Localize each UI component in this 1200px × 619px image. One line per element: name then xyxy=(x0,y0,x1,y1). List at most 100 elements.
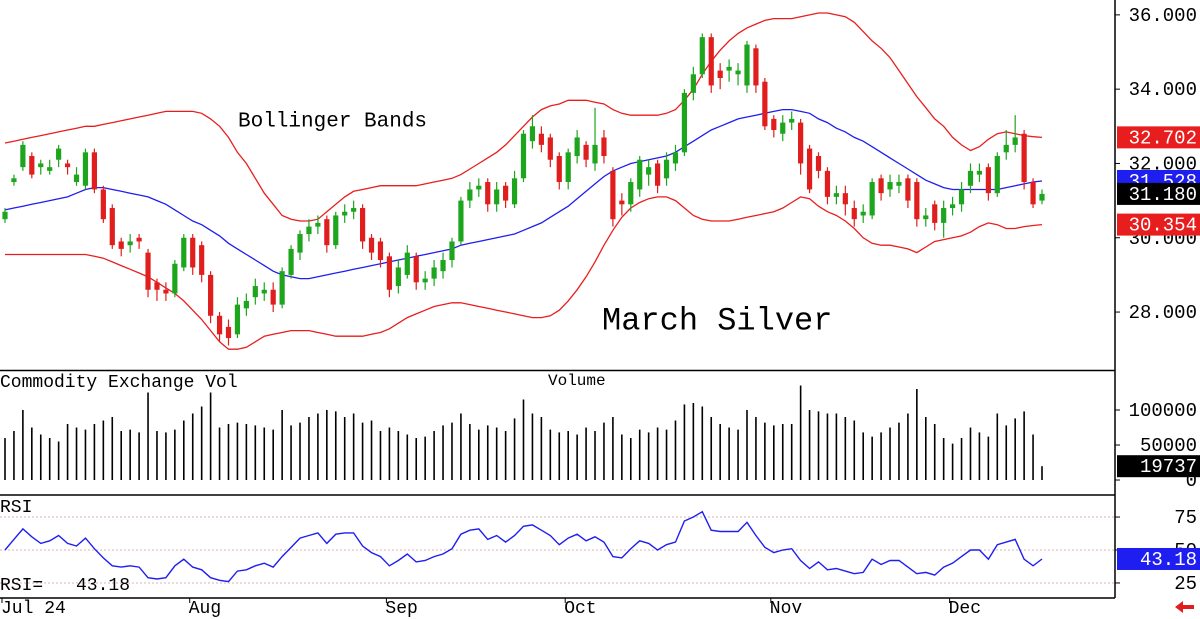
candle-body xyxy=(619,200,625,205)
candle-body xyxy=(359,208,366,242)
candle-body xyxy=(73,174,80,183)
lower-band-label-box xyxy=(1117,213,1200,236)
candle-body xyxy=(1021,133,1027,183)
candle-body xyxy=(29,156,35,175)
candle-body xyxy=(163,289,169,294)
candle-body xyxy=(672,152,679,164)
candle-body xyxy=(270,289,276,305)
lower-band-label: 30.354 xyxy=(1129,215,1197,237)
panel-title: RSI xyxy=(0,498,32,518)
candle-body xyxy=(100,189,106,220)
candle-body xyxy=(610,170,616,220)
upper-band-label-box xyxy=(1117,126,1200,149)
candle-body xyxy=(529,126,536,142)
candle-body xyxy=(878,178,884,194)
candle-body xyxy=(351,208,357,212)
candle-body xyxy=(225,326,232,339)
candle-body xyxy=(860,211,866,216)
candle-body xyxy=(520,133,527,179)
y-tick-label: 50000 xyxy=(1140,435,1197,457)
candle-body xyxy=(279,271,285,305)
candle-body xyxy=(154,282,160,290)
candle-body xyxy=(449,241,455,261)
candle-body xyxy=(967,170,974,186)
candle-body xyxy=(216,315,223,335)
candle-body xyxy=(118,241,124,249)
candle-body xyxy=(958,189,965,205)
candle-body xyxy=(842,193,848,205)
candle-body xyxy=(324,219,330,246)
candle-body xyxy=(440,260,446,272)
candle-body xyxy=(789,118,795,123)
annotation: Bollinger Bands xyxy=(238,111,427,134)
candle-body xyxy=(47,167,53,171)
y-tick-label: 32.000 xyxy=(1129,153,1197,175)
candle-body xyxy=(726,66,732,71)
candle-body xyxy=(485,182,491,205)
scroll-arrow xyxy=(1175,601,1194,613)
candle-body xyxy=(82,152,89,186)
last-volume-label-box xyxy=(1117,455,1200,478)
candle-body xyxy=(708,37,714,86)
candle-body xyxy=(780,122,786,134)
candle-body xyxy=(887,182,893,190)
candle-body xyxy=(574,137,580,157)
candle-body xyxy=(172,263,178,294)
candle-body xyxy=(798,122,804,164)
candle-body xyxy=(985,167,991,194)
candle-body xyxy=(64,163,71,168)
candle-body xyxy=(941,208,947,223)
candle-body xyxy=(735,70,741,75)
candle-body xyxy=(422,278,428,283)
candle-body xyxy=(315,222,321,227)
candle-body xyxy=(637,159,643,190)
candle-body xyxy=(199,245,205,275)
y-tick-label: 25 xyxy=(1174,573,1197,595)
y-tick-label: 100000 xyxy=(1129,400,1197,422)
candle-body xyxy=(628,182,634,205)
candle-body xyxy=(914,182,920,220)
band-lower xyxy=(5,196,1043,350)
last-rsi-label-box xyxy=(1117,547,1200,570)
candle-body xyxy=(458,200,464,242)
candle-body xyxy=(654,163,661,186)
candle-body xyxy=(583,144,589,160)
x-tick-label: Dec xyxy=(949,599,981,619)
y-tick-label: 75 xyxy=(1174,507,1197,529)
candle-body xyxy=(1039,193,1045,201)
candle-body xyxy=(905,178,911,201)
candle-body xyxy=(681,92,688,153)
candle-body xyxy=(91,152,97,190)
candle-body xyxy=(252,286,258,298)
rsi-value: 43.18 xyxy=(76,576,130,596)
candle-body xyxy=(368,237,375,253)
candle-body xyxy=(208,274,214,316)
y-tick-label: 28.000 xyxy=(1129,302,1197,324)
candle-body xyxy=(503,185,509,201)
x-tick-label: Aug xyxy=(189,599,221,619)
y-tick-label: 36.000 xyxy=(1129,5,1197,27)
candle-body xyxy=(744,44,750,86)
candle-body xyxy=(565,152,571,183)
candle-body xyxy=(56,148,62,160)
candle-body xyxy=(333,215,339,246)
candle-body xyxy=(869,182,875,216)
candle-body xyxy=(145,252,151,290)
candle-body xyxy=(547,137,553,160)
band-upper xyxy=(4,12,1043,222)
candle-body xyxy=(476,185,482,190)
candle-body xyxy=(404,252,410,275)
candle-body xyxy=(690,74,696,93)
candle-body xyxy=(923,215,929,220)
candle-body xyxy=(815,156,822,171)
rsi-caption: RSI= xyxy=(0,576,43,596)
candle-body xyxy=(896,182,902,186)
candle-body xyxy=(762,81,768,127)
last-volume-label: 19737 xyxy=(1140,456,1197,478)
candle-body xyxy=(824,170,831,197)
candle-body xyxy=(136,237,142,242)
y-tick-label: 0 xyxy=(1186,470,1197,492)
candle-body xyxy=(234,304,241,335)
